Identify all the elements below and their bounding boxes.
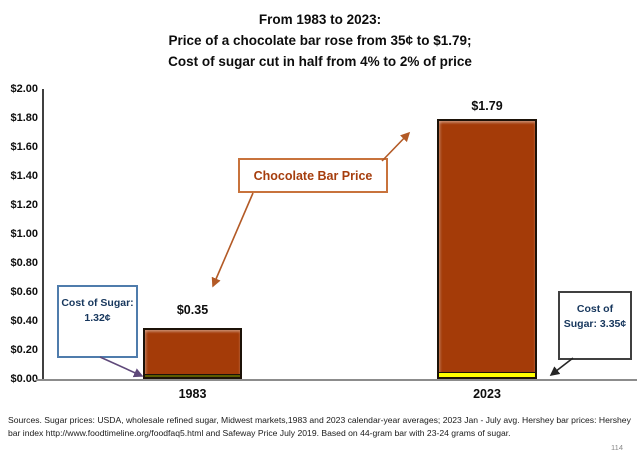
sources-note: Sources. Sugar prices: USDA, wholesale r…: [8, 414, 632, 440]
x-tick-label-2023: 2023: [473, 387, 501, 401]
cost-of-sugar-2023-line1: Cost of: [576, 303, 614, 315]
sources-note-line1: Sources. Sugar prices: USDA, wholesale r…: [8, 415, 631, 425]
bar-value-label-2023: $1.79: [471, 99, 503, 113]
y-tick-label: $0.00: [10, 373, 38, 385]
cost-of-sugar-1983-line1: Cost of Sugar:: [61, 297, 134, 309]
chart-title: From 1983 to 2023: Price of a chocolate …: [0, 9, 640, 72]
bar-1983-chocolate-price: [143, 328, 242, 379]
chart-title-line2: Price of a chocolate bar rose from 35¢ t…: [168, 33, 472, 48]
x-tick-label-1983: 1983: [178, 387, 207, 401]
y-tick-label: $0.20: [10, 344, 38, 356]
bar-1983-sugar-cost-segment: [145, 374, 240, 377]
y-tick-label: $0.60: [10, 286, 38, 298]
cost-of-sugar-1983-line2: 1.32¢: [84, 312, 111, 324]
bar-value-label-1983: $0.35: [176, 303, 209, 317]
chocolate-bar-price-callout-label: Chocolate Bar Price: [253, 168, 373, 183]
y-tick-label: $0.40: [10, 315, 38, 327]
y-tick-label: $1.20: [10, 199, 38, 211]
bar-2023-chocolate-price: [437, 119, 537, 379]
y-tick-label: $2.00: [10, 83, 38, 95]
bar-2023-sugar-cost-segment: [439, 372, 535, 377]
cost-of-sugar-1983-callout: Cost of Sugar: 1.32¢: [57, 285, 138, 358]
page-number: 114: [611, 443, 623, 452]
sources-note-line2: bar index http://www.foodtimeline.org/fo…: [8, 428, 511, 438]
y-tick-label: $1.00: [10, 228, 38, 240]
plot-area: [43, 90, 637, 380]
y-axis-line: [42, 89, 44, 381]
y-tick-label: $1.80: [10, 112, 38, 124]
chart-title-line1: From 1983 to 2023:: [258, 12, 382, 27]
y-tick-label: $1.60: [10, 141, 38, 153]
cost-of-sugar-2023-callout: Cost of Sugar: 3.35¢: [558, 291, 632, 360]
chocolate-bar-price-callout: Chocolate Bar Price: [238, 158, 388, 193]
y-tick-label: $0.80: [10, 257, 38, 269]
x-axis-line: [36, 379, 637, 381]
chart-title-line3: Cost of sugar cut in half from 4% to 2% …: [168, 54, 472, 69]
y-tick-label: $1.40: [10, 170, 38, 182]
cost-of-sugar-2023-line2: Sugar: 3.35¢: [563, 318, 627, 330]
